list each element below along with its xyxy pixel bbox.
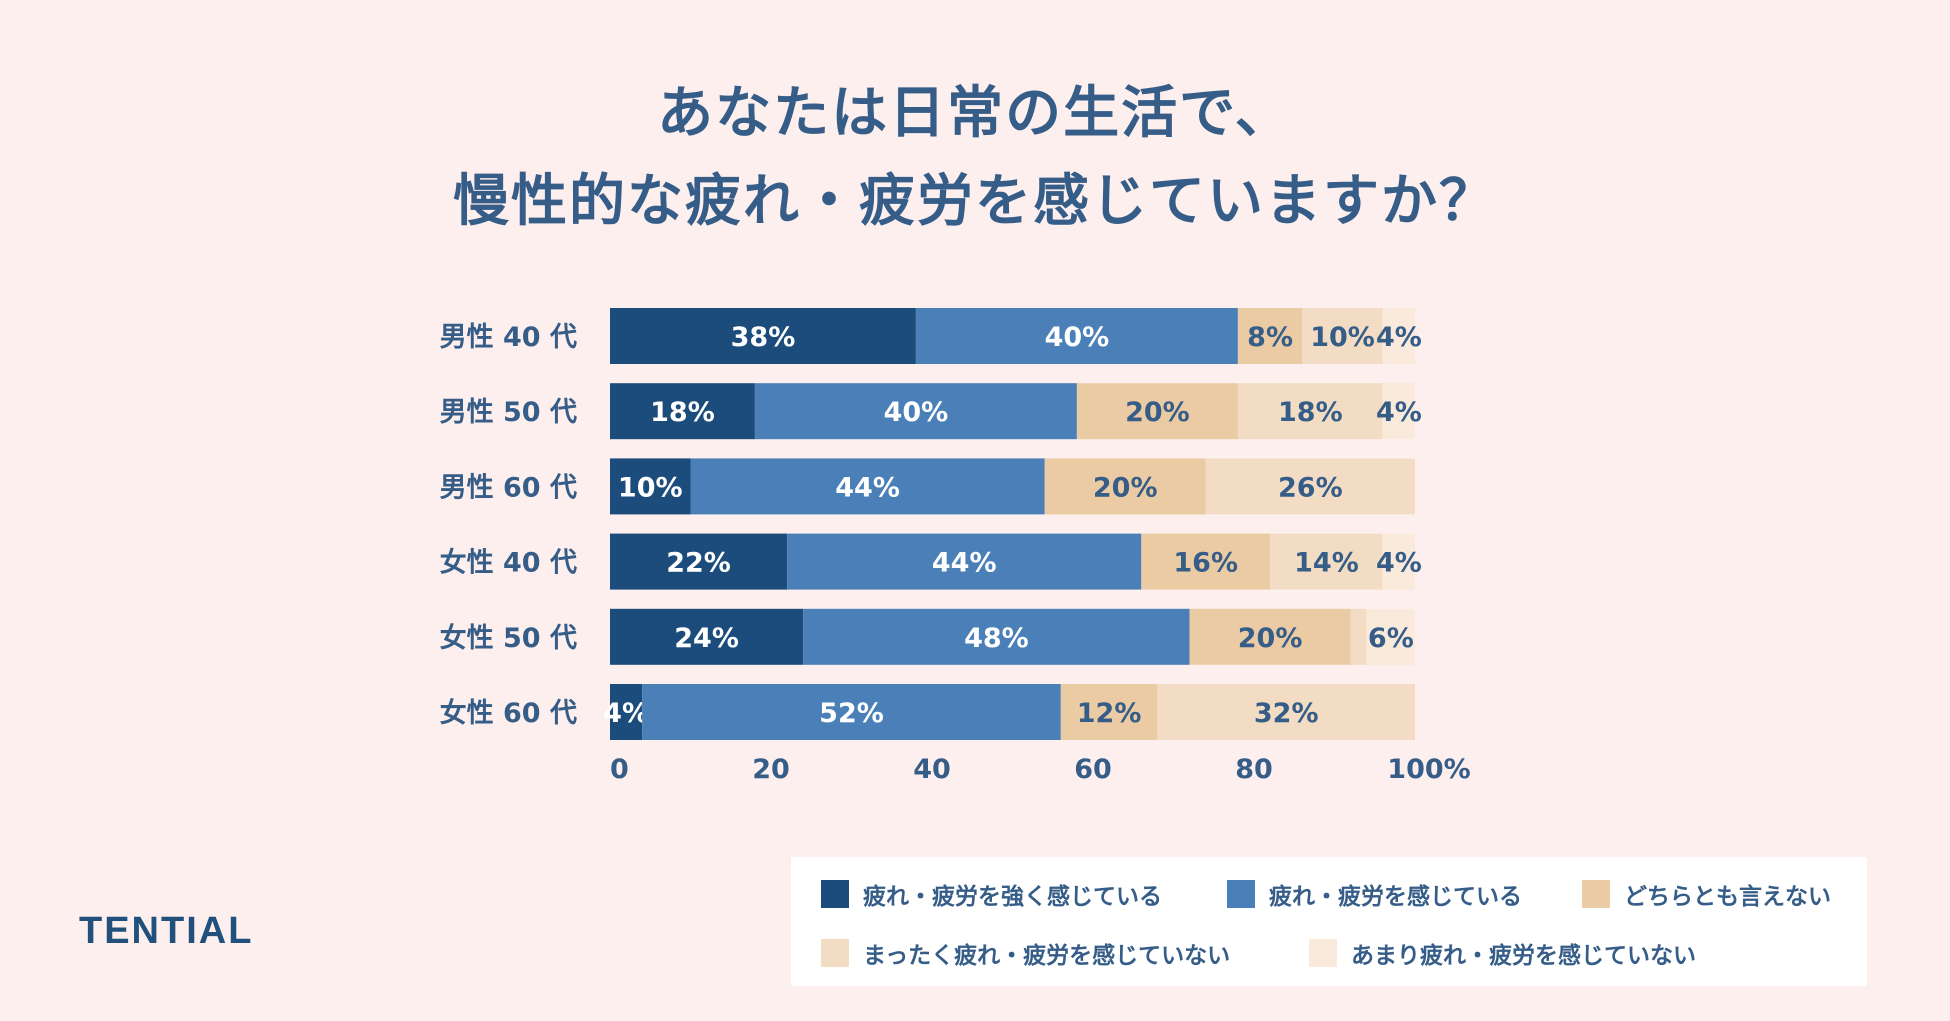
data-label: 44% (835, 472, 900, 503)
data-label: 10% (618, 472, 683, 503)
data-label: 14% (1294, 548, 1359, 579)
legend-swatch (1582, 880, 1610, 908)
bar-segment (1189, 608, 1351, 665)
legend-item-none: まったく疲れ・疲労を感じていない (821, 938, 1231, 969)
data-label: 24% (674, 623, 739, 654)
x-tick-label: 80 (1235, 754, 1273, 785)
x-tick-label: 0 (610, 754, 629, 785)
bar-segment (610, 684, 643, 740)
bar-segment (1382, 533, 1415, 590)
bar-segment (1205, 458, 1415, 515)
data-label: 20% (1238, 623, 1303, 654)
bar-segment (1076, 383, 1238, 440)
bar-segment (1141, 533, 1271, 590)
bar-segment (610, 533, 788, 590)
data-label: 4% (1376, 322, 1422, 353)
x-tick-label: 100% (1387, 754, 1470, 785)
data-label: 18% (650, 397, 715, 428)
bar-segment (1270, 533, 1383, 590)
category-label: 男性 50 代 (440, 397, 577, 428)
bar-segment (1157, 684, 1415, 740)
bar-segment (915, 308, 1238, 364)
bar-segment (1366, 608, 1415, 665)
data-label: 40% (884, 397, 949, 428)
data-label: 4% (1376, 548, 1422, 579)
brand-logo: TENTIAL (79, 910, 254, 952)
category-label: 女性 50 代 (440, 622, 577, 654)
x-tick-label: 60 (1074, 754, 1112, 785)
data-label: 44% (932, 548, 997, 579)
bar-segment (1060, 684, 1158, 740)
title-line-1: あなたは日常の生活で、 (657, 81, 1293, 146)
data-label: 6% (1368, 623, 1414, 654)
legend-label: あまり疲れ・疲労を感じていない (1351, 943, 1696, 969)
bar-segment (642, 684, 1061, 740)
legend-label: 疲れ・疲労を感じている (1269, 884, 1522, 910)
chart-legend: 疲れ・疲労を強く感じている 疲れ・疲労を感じている どちらとも言えない まったく… (791, 857, 1867, 986)
legend-item-feel: 疲れ・疲労を感じている (1227, 879, 1522, 910)
bar-segment (787, 533, 1142, 590)
legend-swatch (821, 880, 849, 908)
chart-title: あなたは日常の生活で、 慢性的な疲れ・疲労を感じていますか？ (0, 70, 1950, 246)
data-label: 40% (1045, 322, 1110, 353)
legend-label: 疲れ・疲労を強く感じている (863, 884, 1162, 910)
bar-segment (1382, 308, 1415, 364)
bar-segment (803, 608, 1190, 665)
category-label: 女性 40 代 (440, 547, 577, 579)
bar-segment (1350, 608, 1367, 665)
legend-label: まったく疲れ・疲労を感じていない (863, 943, 1231, 969)
data-label: 48% (964, 623, 1029, 654)
data-label: 20% (1125, 397, 1190, 428)
data-label: 16% (1173, 548, 1238, 579)
data-label: 12% (1077, 698, 1142, 729)
legend-item-neutral: どちらとも言えない (1582, 879, 1831, 910)
legend-swatch (1309, 939, 1337, 967)
data-label: 4% (1376, 397, 1422, 428)
bar-segment (1044, 458, 1206, 515)
x-tick-label: 20 (752, 754, 790, 785)
data-label: 8% (1247, 322, 1293, 353)
data-label: 10% (1310, 322, 1375, 353)
bar-segment (690, 458, 1045, 515)
data-label: 32% (1254, 698, 1319, 729)
bar-segment (754, 383, 1077, 440)
data-label: 52% (819, 698, 884, 729)
category-label: 男性 60 代 (440, 472, 577, 503)
category-label: 男性 40 代 (440, 322, 577, 353)
data-label: 18% (1278, 397, 1343, 428)
bar-segment (610, 308, 916, 364)
data-label: 4% (603, 698, 649, 729)
bar-segment (1302, 308, 1383, 364)
title-line-2: 慢性的な疲れ・疲労を感じていますか？ (453, 169, 1497, 234)
bar-segment (610, 608, 804, 665)
data-label: 38% (731, 322, 796, 353)
legend-item-strong: 疲れ・疲労を強く感じている (821, 879, 1162, 910)
x-tick-label: 40 (913, 754, 951, 785)
bar-segment (610, 458, 691, 515)
legend-swatch (1227, 880, 1255, 908)
category-label: 女性 60 代 (440, 697, 577, 729)
data-label: 26% (1278, 472, 1343, 503)
bar-segment (610, 383, 755, 440)
data-label: 20% (1093, 472, 1158, 503)
bar-segment (1382, 383, 1415, 440)
data-label: 22% (666, 548, 731, 579)
legend-item-little: あまり疲れ・疲労を感じていない (1309, 938, 1696, 969)
bar-segment (1237, 308, 1303, 364)
bar-segment (1237, 383, 1383, 440)
legend-swatch (821, 939, 849, 967)
legend-label: どちらとも言えない (1624, 884, 1831, 910)
